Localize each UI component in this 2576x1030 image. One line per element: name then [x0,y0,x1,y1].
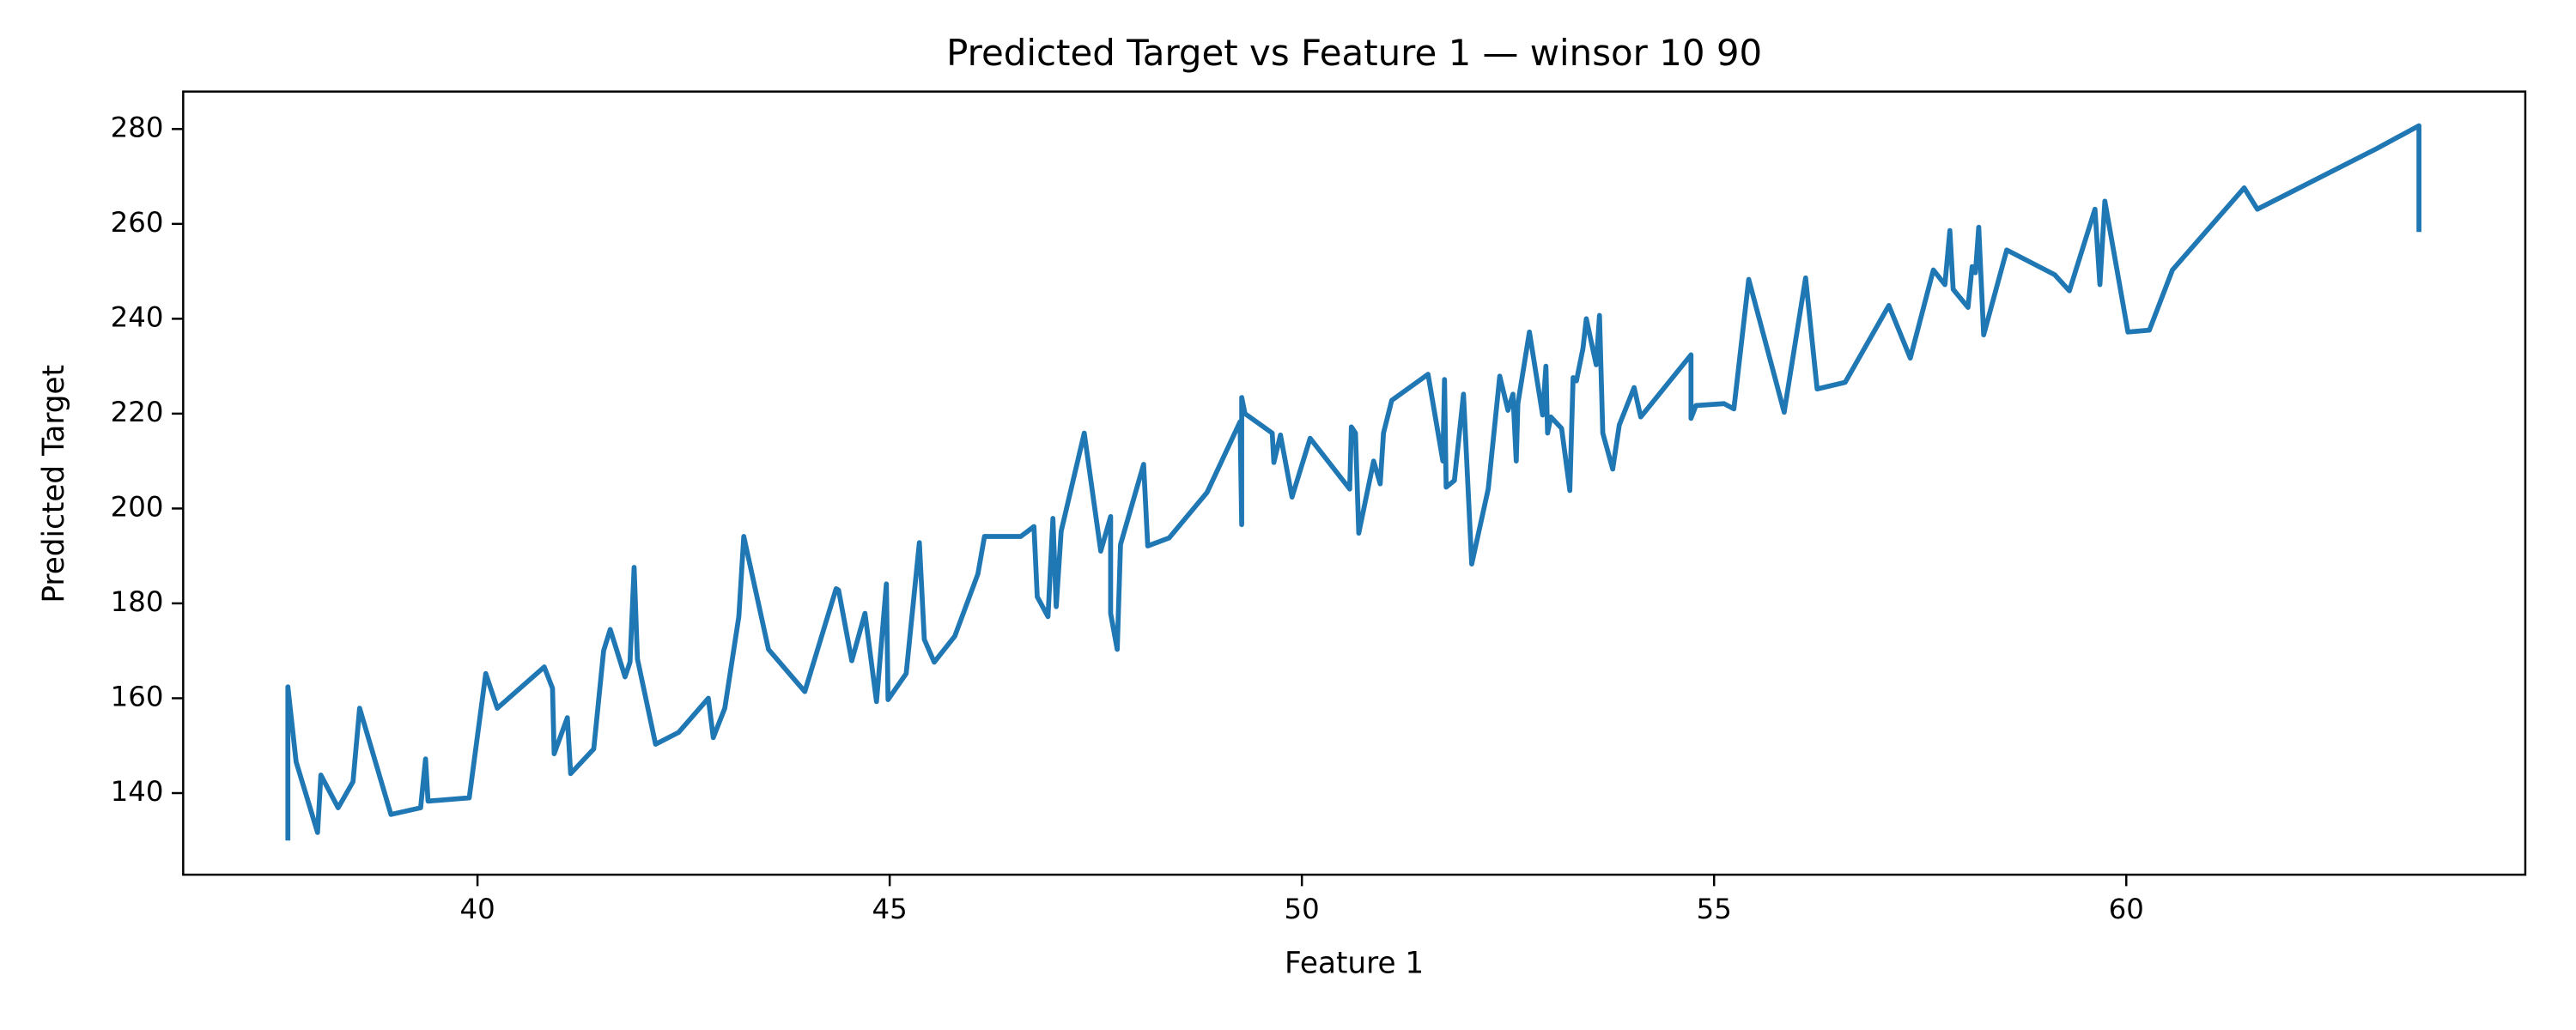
y-tick-label: 180 [111,585,164,618]
y-axis-label: Predicted Target [37,365,71,603]
y-tick-label: 160 [111,680,164,712]
x-tick-label: 60 [2109,893,2144,925]
y-tick-label: 140 [111,775,164,808]
y-tick-label: 280 [111,111,164,143]
y-tick-label: 240 [111,300,164,333]
chart-title: Predicted Target vs Feature 1 — winsor 1… [946,32,1762,74]
x-axis-label: Feature 1 [1285,946,1424,980]
y-tick-label: 260 [111,206,164,239]
plot-frame [182,90,2527,876]
y-tick-label: 200 [111,490,164,523]
x-tick-label: 45 [872,893,908,925]
x-tick-label: 50 [1285,893,1320,925]
data-line [285,123,2421,841]
y-tick-label: 220 [111,396,164,428]
x-tick-label: 55 [1697,893,1732,925]
x-tick-label: 40 [459,893,495,925]
